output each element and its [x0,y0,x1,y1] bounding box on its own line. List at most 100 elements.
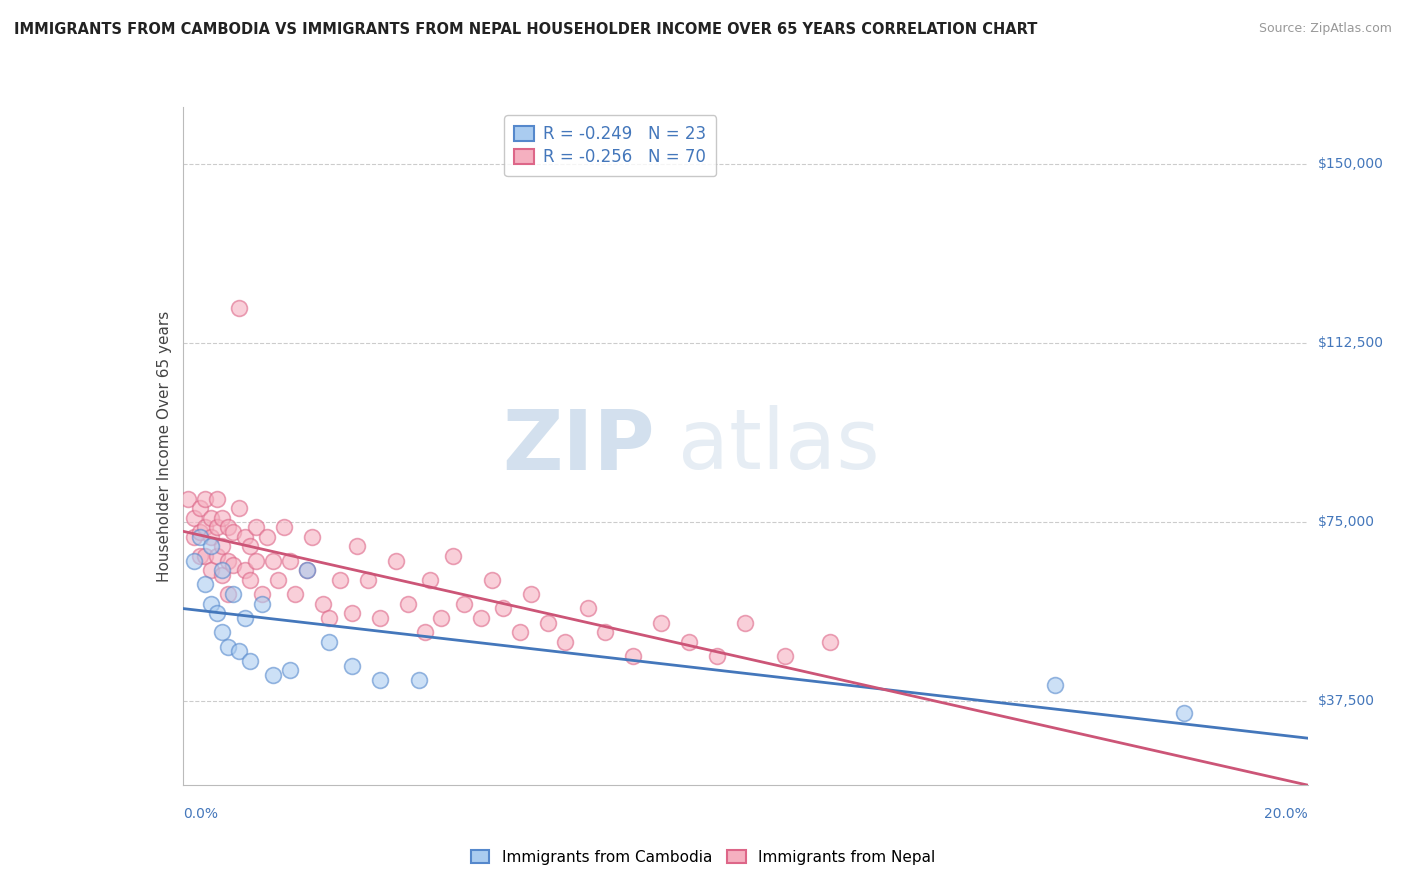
Point [222,524,245,539]
Text: ZIP: ZIP [503,406,655,486]
Point [217,520,239,534]
Point [481,573,503,587]
Point [537,615,560,630]
Point [318,634,340,648]
Text: $75,000: $75,000 [1317,516,1375,529]
Point [233,563,256,577]
Point [222,558,245,573]
Point [621,648,644,663]
Point [205,520,228,534]
Point [250,597,273,611]
Text: Source: ZipAtlas.com: Source: ZipAtlas.com [1258,22,1392,36]
Point [273,520,295,534]
Point [217,587,239,601]
Point [408,673,430,687]
Text: 20.0%: 20.0% [1264,807,1308,822]
Point [200,597,222,611]
Point [217,553,239,567]
Point [1173,706,1195,721]
Point [245,553,267,567]
Point [430,611,453,625]
Point [818,634,841,648]
Point [340,658,363,673]
Point [188,549,211,563]
Point [233,530,256,544]
Point [509,625,531,640]
Point [228,501,250,516]
Point [239,539,262,553]
Point [205,606,228,620]
Point [329,573,352,587]
Legend: R = -0.249   N = 23, R = -0.256   N = 70: R = -0.249 N = 23, R = -0.256 N = 70 [505,115,716,177]
Point [301,530,323,544]
Point [200,530,222,544]
Point [262,668,284,682]
Point [312,597,335,611]
Point [205,491,228,506]
Point [233,611,256,625]
Point [188,530,211,544]
Text: IMMIGRANTS FROM CAMBODIA VS IMMIGRANTS FROM NEPAL HOUSEHOLDER INCOME OVER 65 YEA: IMMIGRANTS FROM CAMBODIA VS IMMIGRANTS F… [14,22,1038,37]
Point [318,611,340,625]
Point [200,539,222,553]
Point [346,539,368,553]
Point [211,625,233,640]
Point [678,634,700,648]
Point [396,597,419,611]
Point [200,563,222,577]
Point [368,611,391,625]
Point [200,510,222,524]
Point [211,539,233,553]
Text: 0.0%: 0.0% [183,807,218,822]
Point [419,573,441,587]
Point [250,587,273,601]
Point [340,606,363,620]
Text: atlas: atlas [678,406,879,486]
Point [368,673,391,687]
Point [188,501,211,516]
Point [453,597,475,611]
Point [222,587,245,601]
Text: $112,500: $112,500 [1317,336,1384,351]
Point [385,553,408,567]
Point [177,491,200,506]
Point [650,615,672,630]
Point [593,625,616,640]
Point [217,640,239,654]
Point [1043,678,1066,692]
Point [278,664,301,678]
Text: $37,500: $37,500 [1317,694,1375,708]
Point [413,625,436,640]
Point [470,611,492,625]
Point [492,601,515,615]
Point [295,563,318,577]
Point [194,491,217,506]
Point [706,648,728,663]
Point [194,549,217,563]
Point [734,615,756,630]
Point [773,648,796,663]
Point [295,563,318,577]
Point [267,573,290,587]
Point [228,301,250,315]
Point [239,654,262,668]
Point [211,568,233,582]
Point [262,553,284,567]
Point [194,577,217,591]
Legend: Immigrants from Cambodia, Immigrants from Nepal: Immigrants from Cambodia, Immigrants fro… [465,844,941,871]
Point [554,634,576,648]
Point [211,510,233,524]
Point [576,601,599,615]
Point [520,587,543,601]
Point [211,563,233,577]
Point [245,520,267,534]
Point [357,573,380,587]
Point [441,549,464,563]
Point [188,524,211,539]
Point [239,573,262,587]
Point [284,587,307,601]
Y-axis label: Householder Income Over 65 years: Householder Income Over 65 years [156,310,172,582]
Text: $150,000: $150,000 [1317,157,1384,171]
Point [228,644,250,658]
Point [194,520,217,534]
